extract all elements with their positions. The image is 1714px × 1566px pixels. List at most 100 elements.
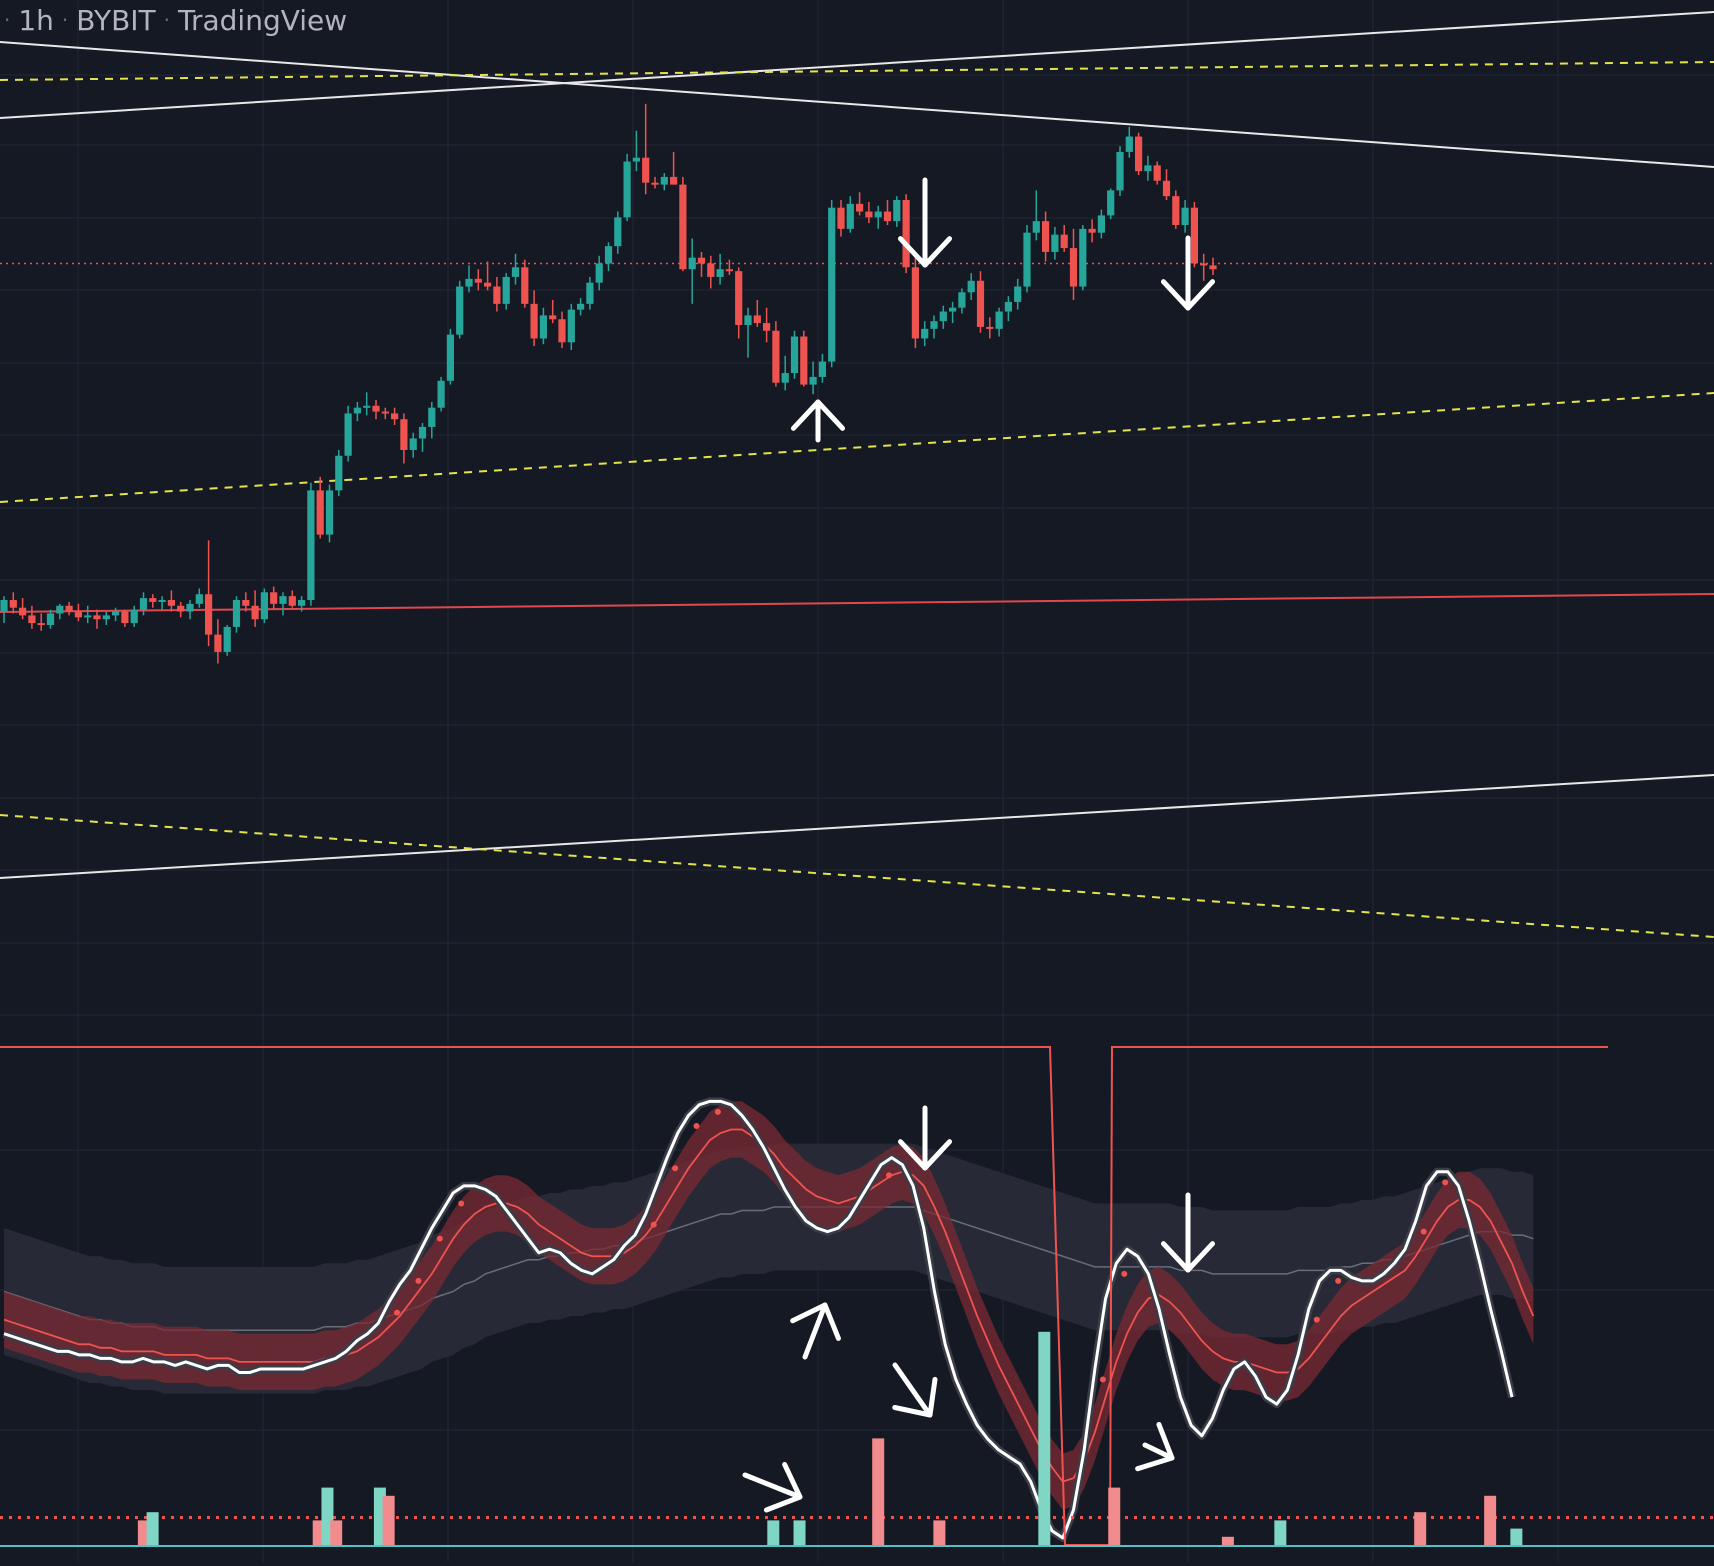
candle-body [642,157,650,183]
support-line-red [0,593,1714,613]
candle [1172,190,1180,229]
candle [391,407,399,425]
candle [1135,132,1143,175]
candle-body [456,286,464,335]
candle [549,300,557,324]
interval-label[interactable]: 1h [18,3,54,37]
candle [921,321,929,347]
histogram-bar [146,1512,159,1545]
candle [1088,219,1096,243]
candle [976,271,985,333]
histogram-bar [1038,1331,1051,1545]
candle-body [195,594,203,604]
candle-body [790,336,799,374]
candle-body [577,303,585,310]
candle [325,484,334,543]
candle [298,596,306,612]
candle [493,276,501,312]
candle [967,273,975,300]
candle [893,196,901,227]
candle-body [1014,286,1022,302]
candle-body [604,246,613,264]
signal-dot [1335,1277,1342,1284]
candle-body [1023,232,1031,287]
candle-body [381,411,389,414]
histogram [137,1331,1523,1545]
candle-body [102,615,110,620]
candle [177,601,185,618]
signal-dot [394,1309,401,1316]
candle [1125,126,1133,158]
candle [623,153,631,222]
candle-body [316,490,324,535]
candle [856,192,864,216]
candle [725,259,733,275]
candle-body [177,605,185,612]
candle [502,273,510,310]
candle-body [716,269,724,277]
candle-body [28,615,36,624]
candle [400,413,408,464]
candle-body [1088,228,1096,233]
candle-body [986,326,994,329]
candle [74,603,82,622]
candle [1162,169,1171,200]
candle-body [874,211,882,218]
candle-body [614,217,622,247]
candle [949,301,957,324]
candle [688,238,696,304]
candle-body [632,157,640,162]
candle [735,267,743,339]
candle-body [753,315,761,324]
candle [818,353,826,383]
candle [1209,257,1217,275]
candle-body [800,336,808,385]
candle [335,450,343,497]
arrow-head [1135,1421,1175,1472]
candle-body [1079,228,1087,287]
candle-body [186,603,194,612]
candle [353,401,361,422]
candle-body [1097,215,1105,233]
candle-body [586,282,594,304]
candle-body [74,611,82,618]
candle [242,592,250,612]
histogram-bar [1108,1487,1121,1545]
candle-body [446,334,454,381]
candle-body [1200,263,1208,266]
signal-dot [1442,1179,1449,1186]
candle [1014,278,1022,310]
candle [781,355,789,391]
arrow-head [892,1376,938,1418]
candle-body [242,600,250,606]
signal-dot [1420,1228,1427,1235]
down-arrow-icon [897,1105,953,1171]
candle-body [260,592,268,620]
candle-body [949,307,957,312]
candle [874,205,882,229]
candle [577,298,585,316]
candle [9,592,17,614]
candle [958,288,966,314]
candle-body [65,605,73,612]
candle [679,176,687,272]
candle-body [56,605,64,614]
candle-body [1116,151,1124,191]
candle [1051,226,1059,260]
candle [1153,161,1161,185]
candle-body [325,490,334,535]
candle-body [474,278,482,283]
candle-body [763,323,771,331]
candle-body [1060,234,1068,249]
signal-dot [1099,1376,1106,1383]
candle [484,261,492,291]
signal-dot [1121,1270,1128,1277]
candle [521,259,529,308]
candle-body [660,176,668,185]
candle [865,201,873,224]
candle-body [976,280,985,327]
candle-body [1051,234,1059,252]
candle-body [84,615,92,618]
